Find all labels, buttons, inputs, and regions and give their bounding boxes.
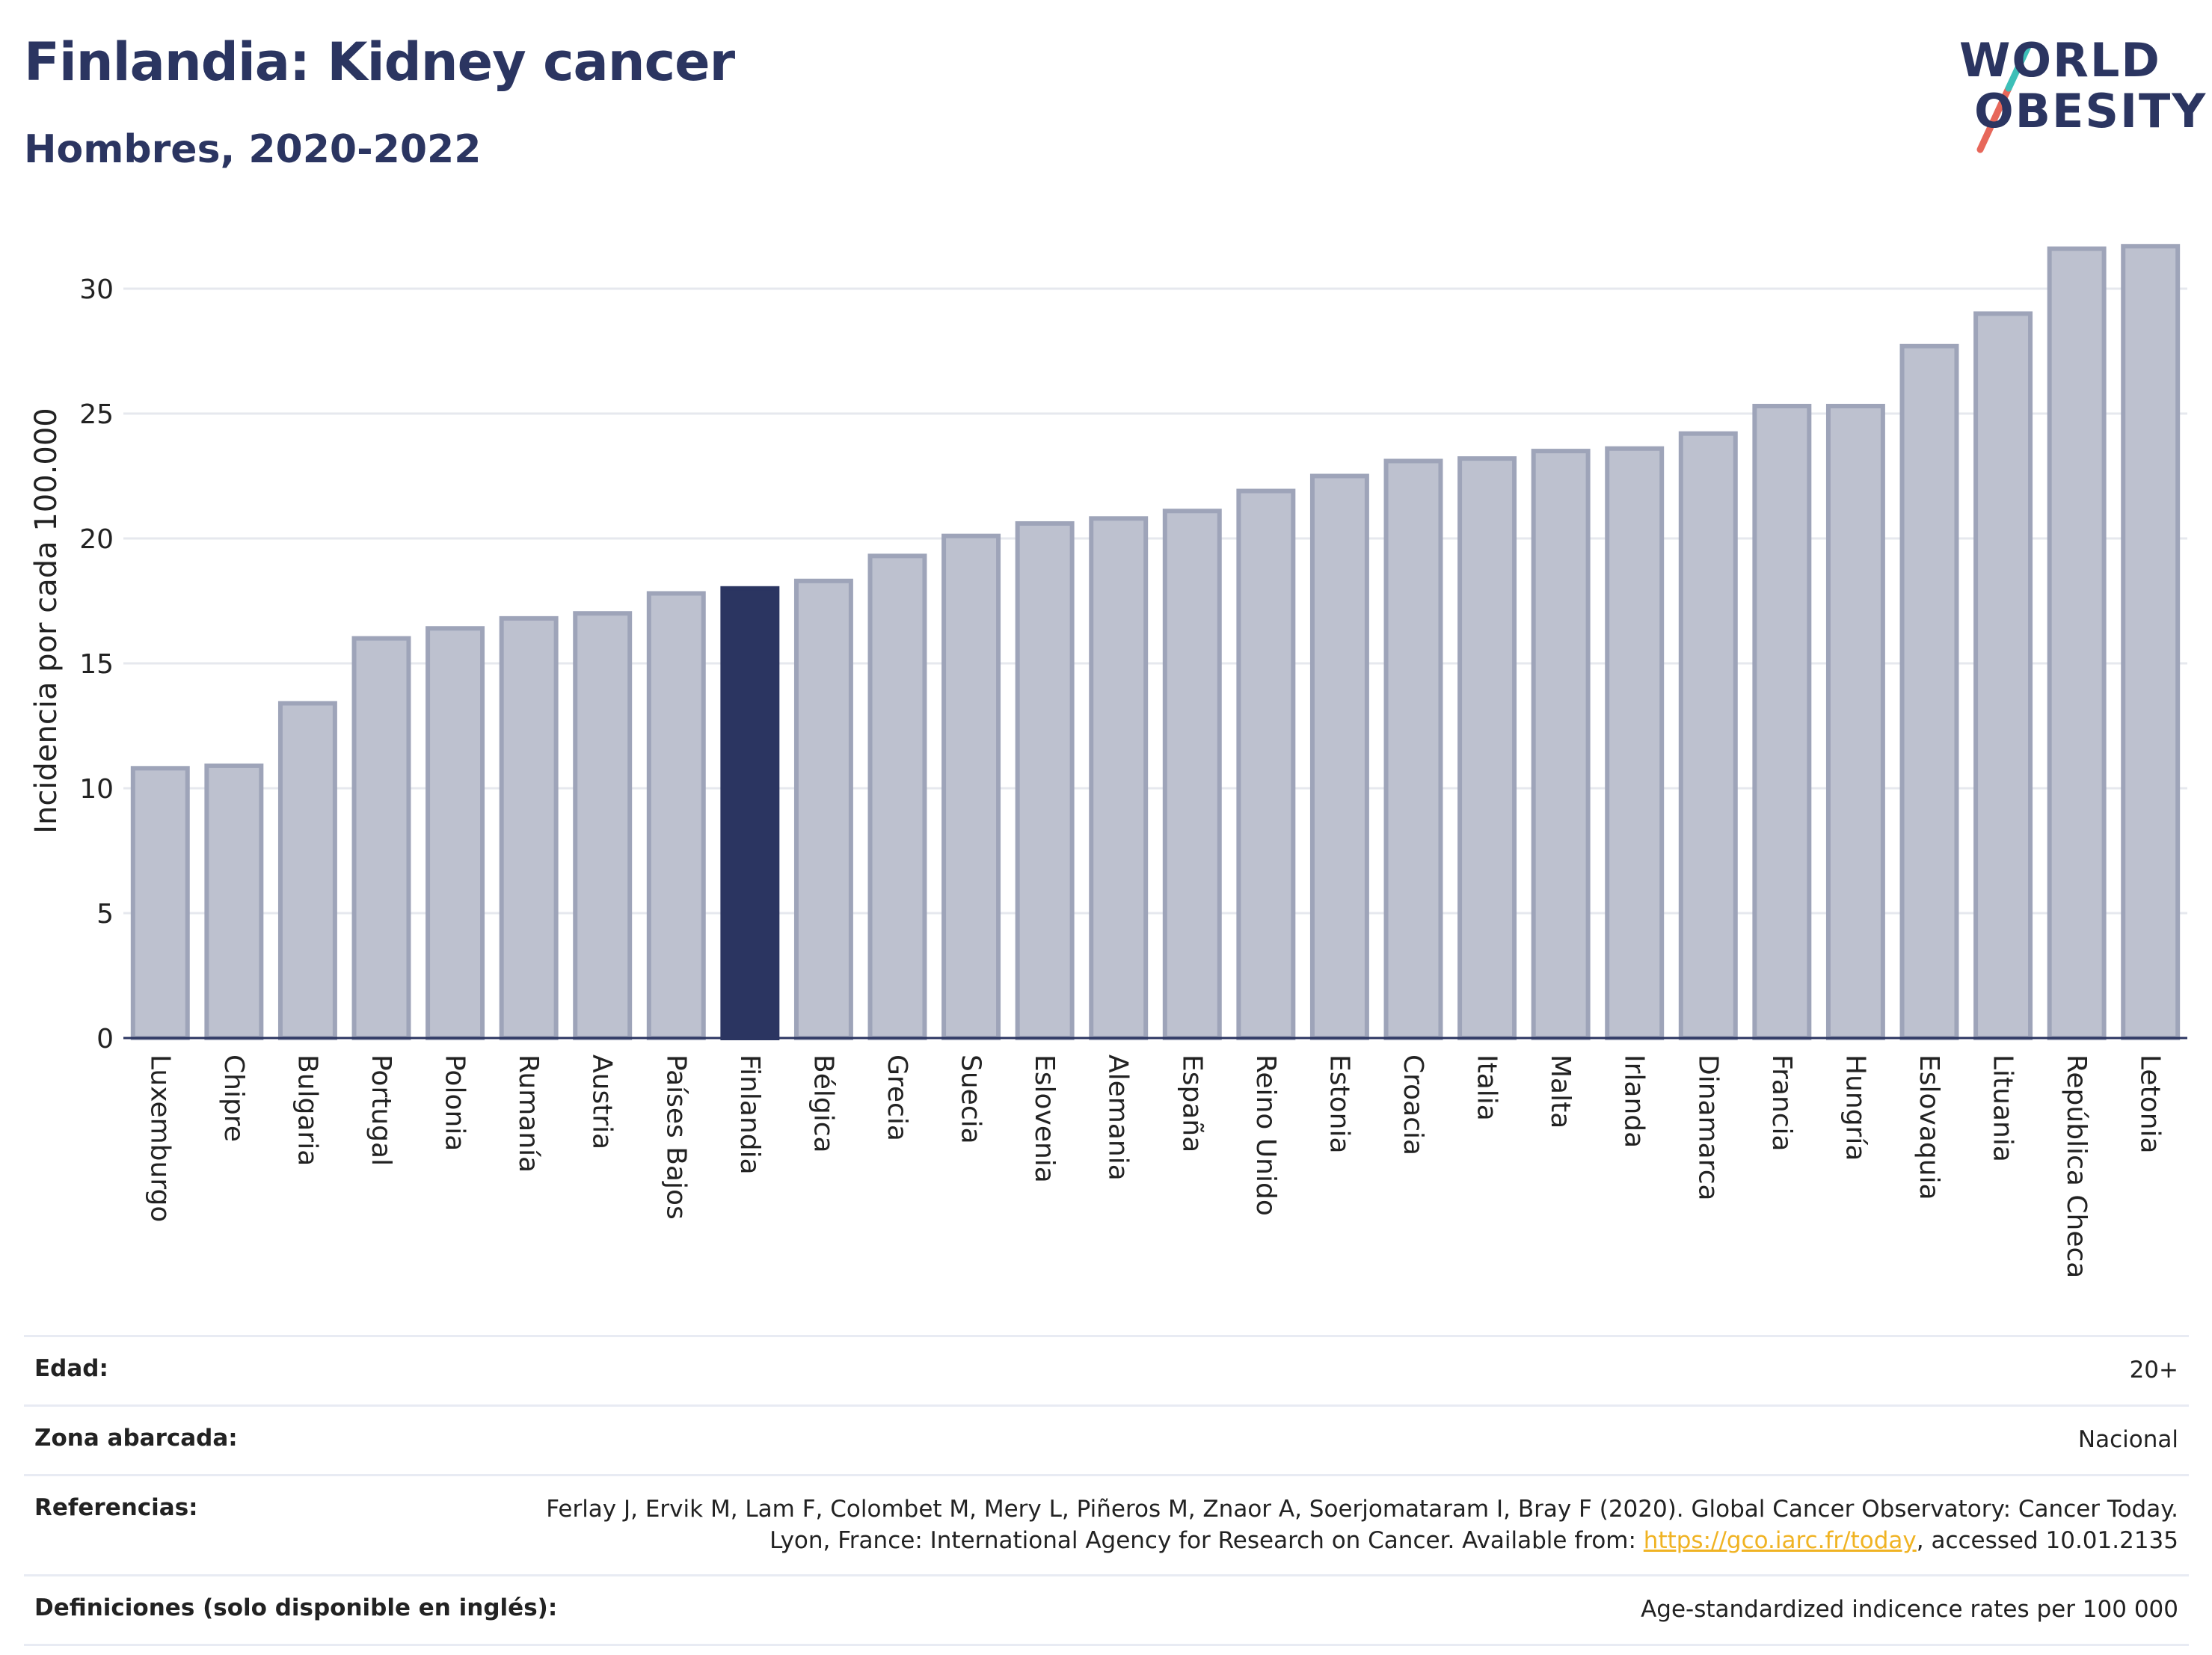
bar-rumanía[interactable]: [499, 615, 559, 1040]
bar-luxemburgo[interactable]: [130, 766, 190, 1041]
bar-países-bajos[interactable]: [646, 591, 706, 1040]
bar-hungría[interactable]: [1825, 403, 1885, 1041]
x-tick-label: Eslovenia: [1029, 1054, 1060, 1183]
x-tick-label: Polonia: [440, 1054, 470, 1151]
y-tick-label: 5: [96, 899, 114, 930]
x-tick-label: Francia: [1766, 1054, 1797, 1152]
referencias-text: Ferlay J, Ervik M, Lam F, Colombet M, Me…: [546, 1495, 2178, 1554]
y-tick-label: 20: [79, 524, 114, 555]
x-tick-label: Luxemburgo: [144, 1054, 175, 1222]
x-tick-label: Portugal: [366, 1054, 396, 1166]
x-tick-label: Letonia: [2135, 1054, 2166, 1154]
definiciones-value: Age-standardized indicence rates per 100…: [1641, 1596, 2178, 1624]
y-tick-label: 15: [79, 649, 114, 680]
x-tick-label: Rumanía: [513, 1054, 544, 1173]
bar-malta[interactable]: [1531, 449, 1591, 1041]
bar-layer: [130, 244, 2181, 1041]
x-tick-label: Alemania: [1103, 1054, 1134, 1181]
x-tick-label: Lituania: [1988, 1054, 2018, 1162]
world-obesity-logo: WORLD OBESITY: [1944, 22, 2205, 157]
bar-portugal[interactable]: [351, 636, 411, 1040]
x-tick-label: Hungría: [1840, 1054, 1870, 1161]
bar-lituania[interactable]: [1973, 311, 2033, 1040]
x-tick-label: Suecia: [956, 1054, 986, 1144]
bar-españa[interactable]: [1162, 509, 1222, 1040]
bar-alemania[interactable]: [1089, 516, 1149, 1040]
y-tick-label: 0: [96, 1024, 114, 1054]
bar-finlandia[interactable]: [720, 586, 780, 1040]
meta-row-edad: Edad: 20+: [24, 1335, 2189, 1404]
bar-eslovaquia[interactable]: [1899, 343, 1959, 1040]
x-tick-label: Croacia: [1398, 1054, 1428, 1155]
metadata-table: Edad: 20+ Zona abarcada: Nacional Refere…: [24, 1335, 2189, 1647]
x-tick-label: Estonia: [1324, 1054, 1354, 1154]
page-title: Finlandia: Kidney cancer: [24, 31, 735, 93]
logo-text-world: WORLD: [1959, 33, 2161, 87]
x-tick-label: Malta: [1545, 1054, 1576, 1129]
x-tick-label: España: [1176, 1054, 1207, 1152]
zona-value: Nacional: [2077, 1425, 2178, 1453]
bar-estonia[interactable]: [1309, 473, 1369, 1040]
bar-dinamarca[interactable]: [1678, 431, 1738, 1041]
y-tick-label: 30: [79, 274, 114, 305]
referencias-label: Referencias:: [34, 1493, 198, 1521]
logo-slash-icon: [1976, 43, 2032, 153]
bar-italia[interactable]: [1457, 456, 1517, 1040]
x-tick-label: Eslovaquia: [1914, 1054, 1944, 1200]
x-tick-label: Irlanda: [1619, 1054, 1650, 1148]
y-tick-label: 10: [79, 774, 114, 805]
bar-eslovenia[interactable]: [1015, 521, 1075, 1040]
x-tick-label: Países Bajos: [660, 1054, 691, 1220]
bar-francia[interactable]: [1752, 403, 1812, 1041]
page-subtitle: Hombres, 2020-2022: [24, 127, 482, 172]
meta-row-zona: Zona abarcada: Nacional: [24, 1404, 2189, 1474]
bar-austria[interactable]: [573, 611, 633, 1040]
bar-suecia[interactable]: [941, 533, 1001, 1041]
meta-row-referencias: Referencias: Ferlay J, Ervik M, Lam F, C…: [24, 1473, 2189, 1575]
bar-chart: 0 5 10 15 20 25 30 Luxemburgo Chipre Bulgaria Port…: [29, 244, 2187, 1278]
bar-polonia[interactable]: [425, 626, 485, 1040]
y-axis-title: Incidencia por cada 100.000: [29, 408, 64, 834]
bar-letonia[interactable]: [2121, 244, 2181, 1041]
referencias-value: Ferlay J, Ervik M, Lam F, Colombet M, Me…: [533, 1494, 2178, 1557]
meta-row-definiciones: Definiciones (solo disponible en inglés)…: [24, 1574, 2189, 1647]
x-tick-label: Bélgica: [808, 1054, 838, 1153]
edad-label: Edad:: [34, 1355, 108, 1382]
bar-reino-unido[interactable]: [1236, 488, 1296, 1041]
bar-grecia[interactable]: [867, 553, 927, 1040]
x-tick-label: Chipre: [218, 1054, 249, 1142]
bar-irlanda[interactable]: [1605, 446, 1665, 1040]
axis-layer: 0 5 10 15 20 25 30 Luxemburgo Chipre Bulgaria Port…: [79, 274, 2187, 1278]
x-tick-label: República Checa: [2061, 1054, 2092, 1278]
y-tick-label: 25: [79, 399, 114, 430]
referencias-link[interactable]: https://gco.iarc.fr/today: [1643, 1526, 1917, 1554]
edad-value: 20+: [2129, 1357, 2178, 1384]
x-tick-label: Reino Unido: [1250, 1054, 1281, 1216]
x-tick-label: Finlandia: [734, 1054, 765, 1175]
x-tick-label: Italia: [1472, 1054, 1502, 1121]
bar-bélgica[interactable]: [793, 578, 853, 1040]
zona-label: Zona abarcada:: [34, 1424, 238, 1452]
bar-croacia[interactable]: [1383, 458, 1443, 1040]
logo-text-obesity: OBESITY: [1974, 84, 2208, 138]
referencias-suffix: , accessed 10.01.2135: [1916, 1526, 2178, 1554]
x-tick-label: Austria: [587, 1054, 618, 1149]
bar-bulgaria[interactable]: [277, 701, 337, 1040]
x-tick-label: Grecia: [882, 1054, 912, 1141]
bar-chipre[interactable]: [204, 763, 264, 1040]
bar-república-checa[interactable]: [2047, 246, 2107, 1040]
x-tick-label: Dinamarca: [1692, 1054, 1723, 1201]
x-tick-label: Bulgaria: [292, 1054, 322, 1166]
definiciones-label: Definiciones (solo disponible en inglés)…: [34, 1594, 558, 1622]
